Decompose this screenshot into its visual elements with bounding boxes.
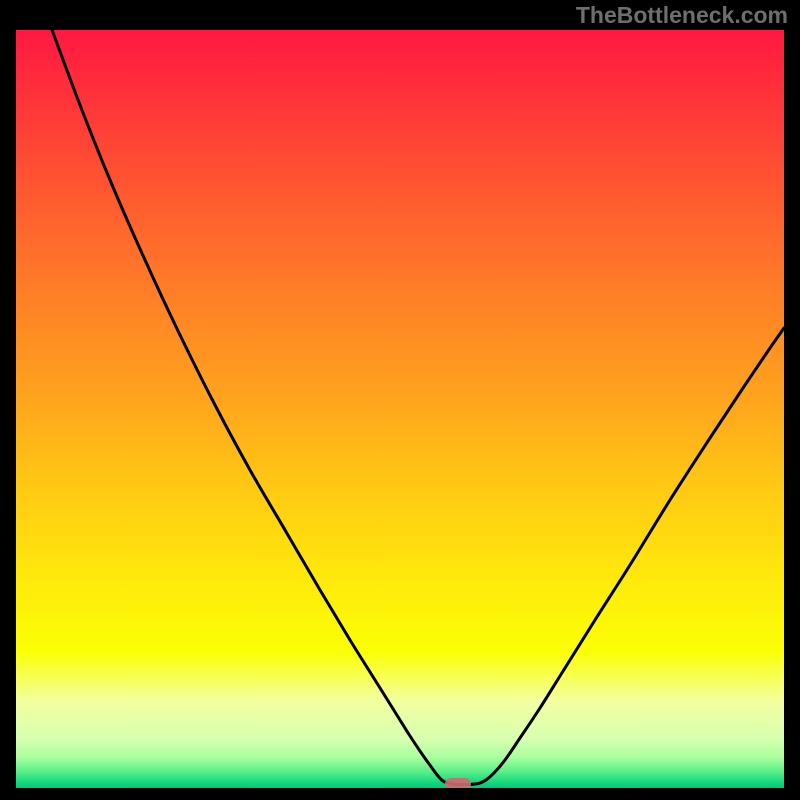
bottleneck-chart — [0, 0, 800, 800]
gradient-background — [16, 30, 784, 788]
watermark-text: TheBottleneck.com — [576, 2, 788, 29]
chart-frame: TheBottleneck.com — [0, 0, 800, 800]
